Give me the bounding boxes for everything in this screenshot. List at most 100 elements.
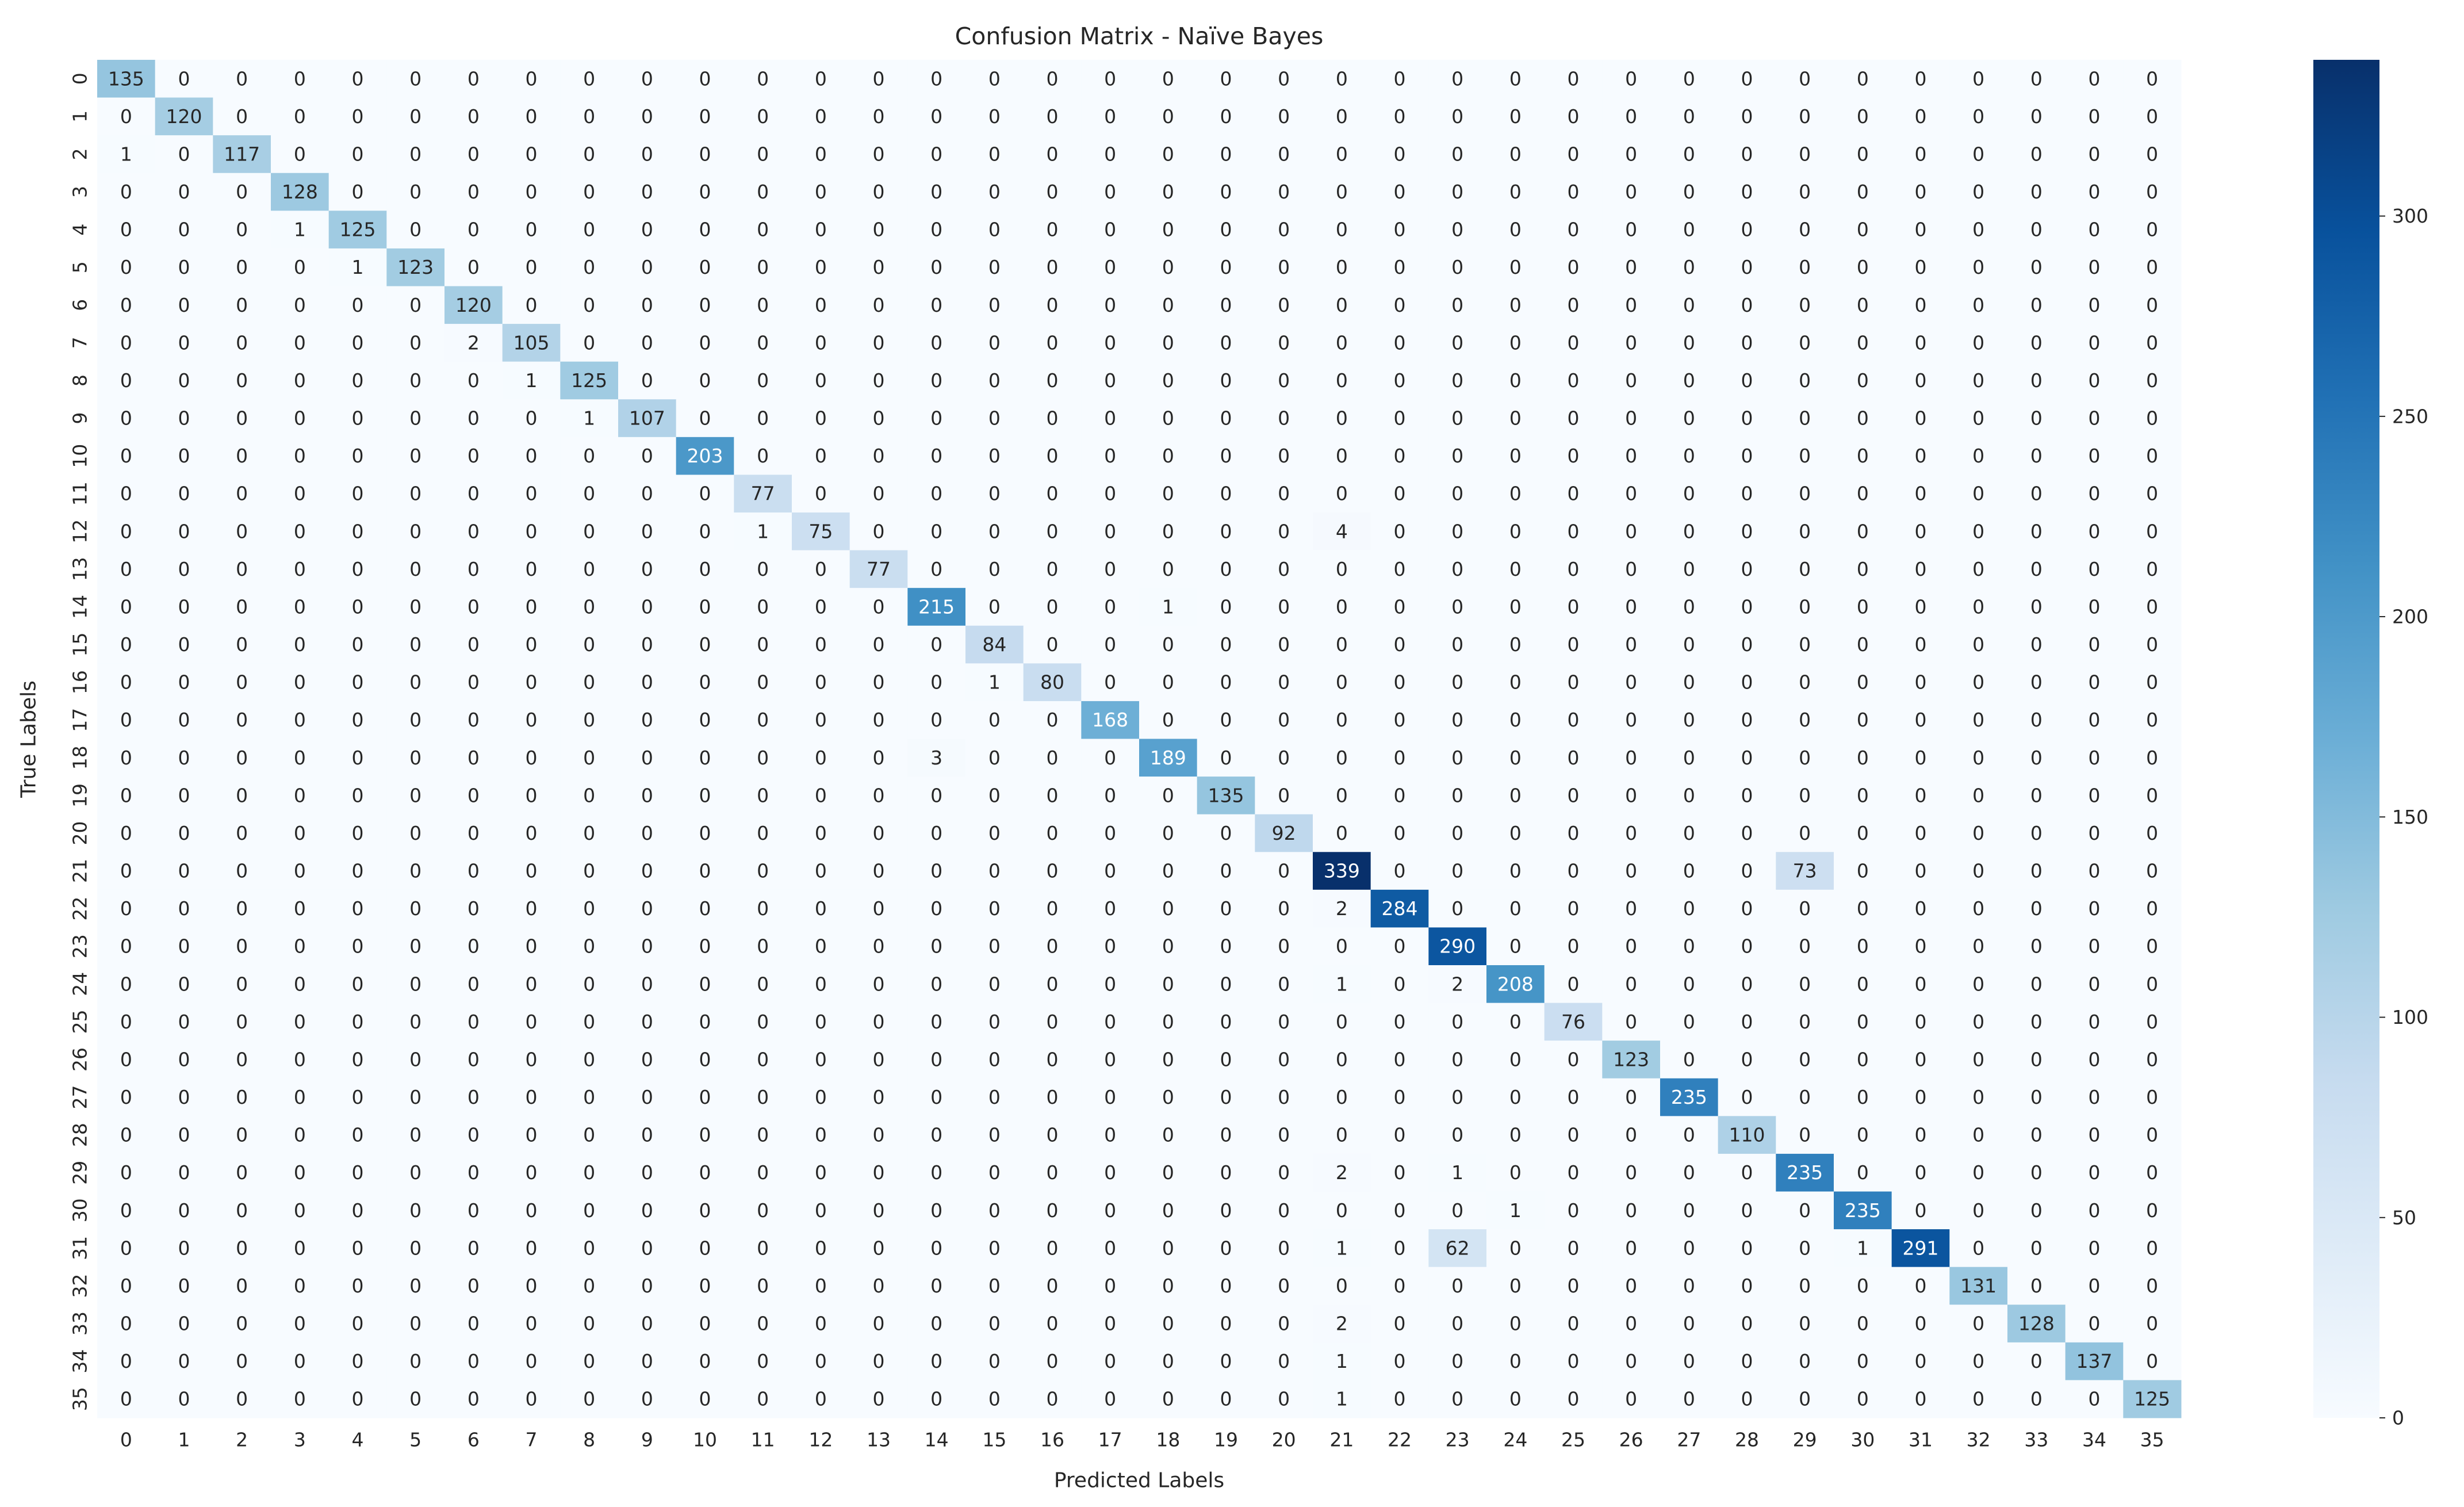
cell-value: 0	[1278, 331, 1290, 354]
cell-value: 0	[178, 1313, 190, 1335]
cell-value: 0	[120, 1011, 132, 1033]
cell-value: 0	[2146, 1237, 2158, 1259]
cell-value: 0	[467, 558, 480, 580]
cell	[618, 286, 677, 324]
cell	[1081, 286, 1140, 324]
cell-value: 0	[1915, 1086, 1927, 1108]
cell-value: 0	[178, 1124, 190, 1146]
cell	[1428, 550, 1487, 588]
cell	[1834, 512, 1892, 551]
cell	[328, 625, 387, 664]
cell-value: 0	[1683, 633, 1695, 656]
cell	[155, 437, 213, 475]
cell-value: 0	[2146, 784, 2158, 806]
cell-value: 0	[1336, 1124, 1348, 1146]
cell	[1891, 324, 1950, 362]
cell-value: 0	[236, 1161, 248, 1184]
cell-value: 0	[1278, 1086, 1290, 1108]
cell	[328, 550, 387, 588]
cell	[734, 361, 792, 400]
cell-value: 0	[1047, 1048, 1059, 1070]
cell	[1718, 512, 1776, 551]
cell-value: 0	[409, 1313, 421, 1335]
x-tick-label: 31	[1909, 1429, 1933, 1451]
cell-value: 0	[1509, 595, 1522, 618]
cell-value: 0	[467, 143, 480, 165]
cell	[1891, 437, 1950, 475]
cell-value: 0	[1683, 256, 1695, 278]
cell-value: 0	[2030, 1011, 2043, 1033]
cell-value: 0	[1394, 1124, 1406, 1146]
cell-value: 0	[699, 784, 711, 806]
cell	[2065, 399, 2124, 438]
x-tick-label: 20	[1272, 1429, 1296, 1451]
cell	[1197, 60, 1255, 98]
cell-value: 0	[988, 558, 1001, 580]
cell	[849, 512, 908, 551]
cell-value: 0	[294, 407, 306, 430]
cell	[907, 625, 966, 664]
cell-value: 0	[930, 558, 942, 580]
cell	[1197, 550, 1255, 588]
cell-value: 0	[815, 331, 827, 354]
cell-value: 0	[988, 1350, 1001, 1372]
cell	[734, 211, 792, 249]
cell-value: 0	[294, 256, 306, 278]
cell-value: 0	[1509, 407, 1522, 430]
cell	[2065, 60, 2124, 98]
cell	[213, 173, 271, 211]
cell	[1081, 512, 1140, 551]
cell	[502, 588, 561, 626]
cell-value: 0	[815, 1086, 827, 1108]
cell-value: 0	[757, 331, 769, 354]
cell	[2065, 324, 2124, 362]
cell	[618, 512, 677, 551]
cell	[1776, 97, 1834, 136]
cell	[1081, 475, 1140, 513]
cell-value: 0	[1568, 1388, 1580, 1410]
cell-value: 0	[1509, 445, 1522, 467]
cell	[1834, 97, 1892, 136]
cell-value: 0	[1568, 935, 1580, 958]
cell-value: 0	[1394, 860, 1406, 882]
cell-value: 0	[1104, 595, 1116, 618]
cell	[1370, 211, 1429, 249]
cell	[1255, 286, 1313, 324]
cell	[328, 361, 387, 400]
cell	[1370, 663, 1429, 702]
cell-value: 0	[178, 520, 190, 542]
cell	[1023, 475, 1082, 513]
cell-value: 0	[1741, 595, 1753, 618]
cell-value: 0	[1451, 1388, 1463, 1410]
cell-value: 0	[1972, 1011, 1984, 1033]
cell	[618, 361, 677, 400]
cell	[1197, 625, 1255, 664]
cell-value: 0	[1104, 1011, 1116, 1033]
cell-value: 0	[2030, 1048, 2043, 1070]
cell-value: 0	[1162, 1350, 1174, 1372]
cell	[502, 663, 561, 702]
cell-value: 0	[1799, 595, 1811, 618]
cell-value: 0	[1972, 897, 1984, 920]
cell	[1544, 324, 1603, 362]
cell	[1891, 211, 1950, 249]
cell-value: 0	[699, 483, 711, 505]
cell-value: 0	[352, 105, 364, 128]
cell-value: 0	[1220, 1124, 1232, 1146]
cell-value: 0	[1047, 1161, 1059, 1184]
cell-value: 0	[873, 294, 885, 316]
cell-value: 0	[178, 935, 190, 958]
cell-value: 131	[1960, 1275, 1997, 1297]
y-tick-label: 11	[69, 481, 91, 506]
cell	[1081, 625, 1140, 664]
cell	[2007, 60, 2066, 98]
cell-value: 0	[236, 1237, 248, 1259]
cell-value: 215	[918, 595, 955, 618]
cell-value: 0	[526, 784, 538, 806]
cell-value: 0	[988, 219, 1001, 241]
cell-value: 0	[699, 671, 711, 694]
cell-value: 0	[1162, 483, 1174, 505]
cell-value: 0	[1509, 181, 1522, 203]
cell-value: 0	[873, 1086, 885, 1108]
cell-value: 0	[1162, 143, 1174, 165]
